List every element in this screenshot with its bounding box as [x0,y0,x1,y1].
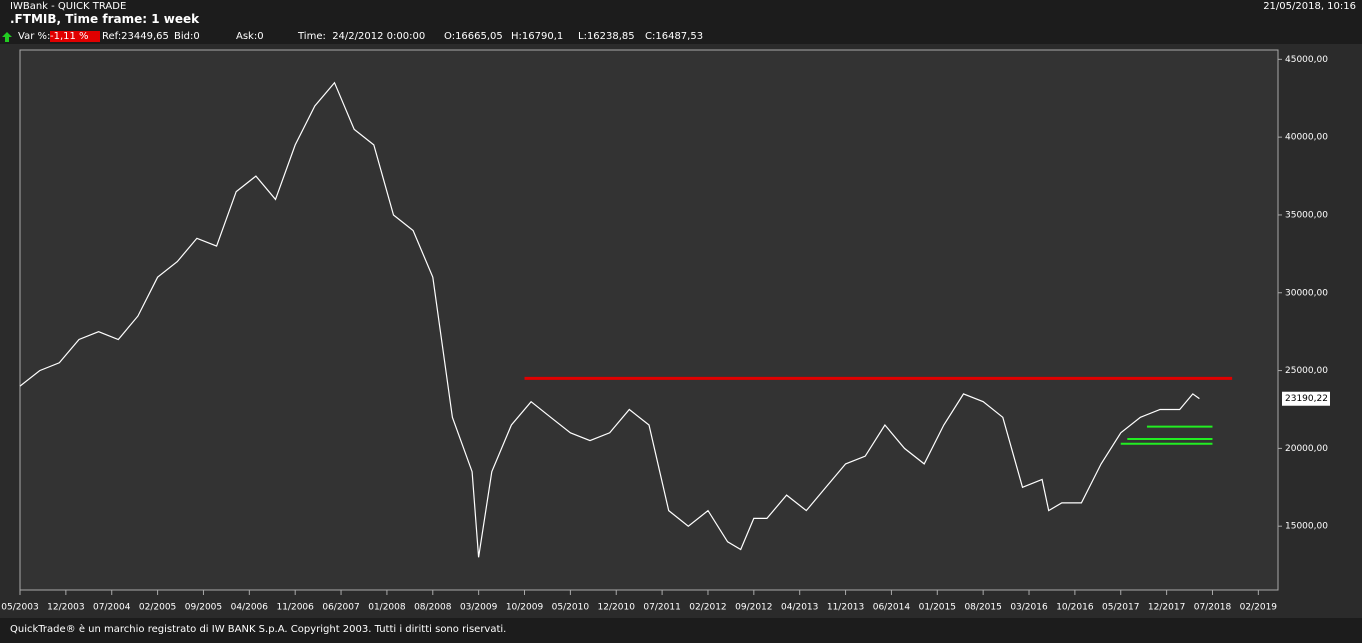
info-high: H:16790,1 [511,31,563,42]
footer: QuickTrade® è un marchio registrato di I… [10,624,506,635]
y-tick-label: 15000,00 [1285,522,1328,532]
up-arrow [2,32,12,42]
x-tick-label: 01/2008 [368,603,406,613]
symbol: .FTMIB, Time frame: 1 week [10,12,199,26]
x-tick-label: 11/2013 [827,603,864,613]
y-tick-label: 25000,00 [1285,366,1328,376]
app-name: IWBank - QUICK TRADE [10,1,126,12]
info-time: Time: 24/2/2012 0:00:00 [298,31,425,42]
x-tick-label: 09/2005 [185,603,222,613]
datetime: 21/05/2018, 10:16 [1263,1,1356,12]
x-tick-label: 12/2017 [1148,603,1185,613]
x-tick-label: 03/2009 [460,603,498,613]
y-tick-label: 30000,00 [1285,288,1328,298]
x-tick-label: 05/2003 [1,603,38,613]
info-close: C:16487,53 [645,31,703,42]
last-price-label: 23190,22 [1285,394,1328,404]
y-tick-label: 40000,00 [1285,133,1328,143]
info-var-value: -1,11 % [50,31,100,42]
x-tick-label: 06/2007 [322,603,359,613]
info-open: O:16665,05 [444,31,503,42]
info-low: L:16238,85 [578,31,635,42]
chart: 15000,00 20000,00 25000,00 30000,00 35000,00… [0,44,1362,616]
info-bid: Bid:0 [174,31,200,42]
x-tick-label: 05/2017 [1102,603,1139,613]
x-tick-label: 04/2006 [231,603,269,613]
x-tick-label: 11/2006 [276,603,314,613]
info-ask: Ask:0 [236,31,264,42]
y-tick-label: 35000,00 [1285,210,1328,220]
x-tick-label: 07/2018 [1194,603,1232,613]
x-tick-label: 02/2005 [139,603,176,613]
x-tick-label: 08/2008 [414,603,452,613]
x-tick-label: 10/2016 [1056,603,1094,613]
x-tick-label: 09/2012 [735,603,772,613]
x-tick-label: 05/2010 [552,603,590,613]
x-tick-label: 07/2011 [643,603,680,613]
title-bar [0,0,1362,30]
x-tick-label: 01/2015 [919,603,956,613]
info-ref: Ref:23449,65 [102,31,169,42]
x-tick-label: 06/2014 [873,603,911,613]
y-tick-label: 45000,00 [1285,55,1328,65]
x-tick-label: 02/2019 [1240,603,1278,613]
x-tick-label: 02/2012 [689,603,726,613]
plot-area [20,50,1278,590]
x-tick-label: 03/2016 [1010,603,1048,613]
x-tick-label: 12/2010 [598,603,636,613]
x-tick-label: 04/2013 [781,603,818,613]
x-tick-label: 12/2003 [47,603,84,613]
y-tick-label: 20000,00 [1285,444,1328,454]
x-tick-label: 10/2009 [506,603,544,613]
x-tick-label: 08/2015 [964,603,1001,613]
info-var: Var %: [18,31,50,42]
x-tick-label: 07/2004 [93,603,131,613]
